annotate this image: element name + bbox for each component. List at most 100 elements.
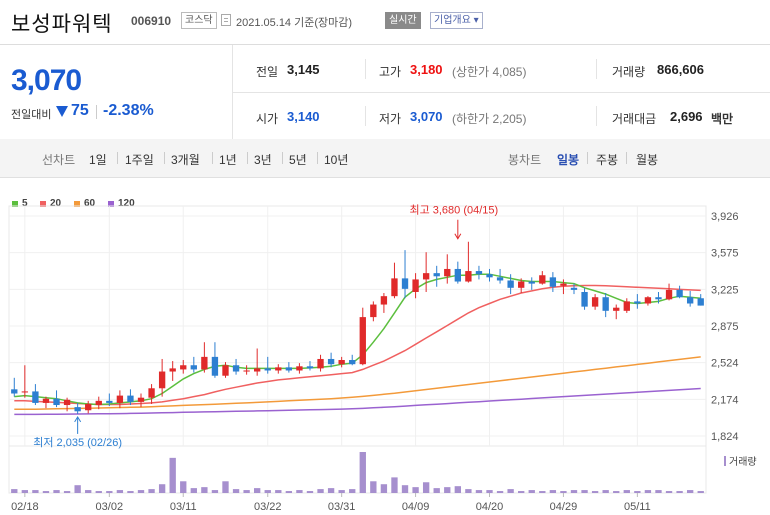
volume-bar (655, 490, 662, 493)
candle-body (644, 297, 652, 304)
candle-body (85, 403, 92, 411)
volume-bar (412, 487, 419, 493)
volume-bar (454, 486, 461, 493)
volume-bar (391, 477, 398, 493)
volume-bar (444, 487, 451, 493)
period-toolbar: 선차트 1일 1주일 3개월 1년 3년 5년 10년 봉차트 일봉 주봉 월봉 (0, 139, 770, 178)
volume-bar (380, 484, 388, 493)
volume-bar (539, 491, 546, 493)
period-5y[interactable]: 5년 (289, 153, 307, 167)
candle-body (539, 275, 546, 284)
volume-bar (697, 491, 704, 493)
divider (164, 152, 165, 164)
open-label: 시가 (256, 112, 279, 126)
candle-body (243, 370, 250, 372)
volume-bar (465, 489, 472, 493)
upper-limit: (상한가 4,085) (452, 65, 527, 79)
candle-body (475, 271, 483, 275)
high-value: 3,180 (410, 62, 443, 77)
candle-body (422, 273, 430, 280)
candle-body (349, 360, 356, 365)
period-1y[interactable]: 1년 (219, 153, 237, 167)
x-tick-label: 05/11 (624, 501, 651, 513)
candle-body (127, 395, 134, 402)
period-1w[interactable]: 1주일 (125, 153, 154, 167)
candle-body (254, 368, 261, 372)
candle-body (697, 298, 704, 306)
x-tick-label: 03/31 (328, 501, 356, 513)
volume-bar (676, 491, 683, 493)
volume-bar (560, 491, 567, 493)
low-arrow-head (74, 415, 82, 423)
volume-bar (581, 490, 588, 493)
volume-bar (201, 487, 208, 493)
volume-bar (528, 490, 535, 493)
candle-body (327, 358, 335, 365)
legend-swatch-ma60 (74, 201, 80, 207)
candle-body (634, 301, 641, 304)
candle-body (11, 389, 18, 394)
x-tick-label: 03/11 (170, 501, 197, 513)
candle-monthly[interactable]: 월봉 (636, 153, 659, 167)
candle-body (201, 356, 208, 370)
candle-body (560, 283, 567, 286)
period-3m[interactable]: 3개월 (171, 153, 200, 167)
candle-body (444, 268, 451, 277)
divider (232, 92, 770, 93)
volume-bar (211, 490, 219, 493)
trade-value: 2,696 (670, 109, 703, 124)
volume-bar (370, 481, 377, 493)
period-3y[interactable]: 3년 (254, 153, 272, 167)
volume-bar (327, 488, 335, 493)
divider (212, 152, 213, 164)
candle-body (391, 278, 398, 297)
volume-bar (95, 491, 102, 493)
divider (365, 106, 366, 126)
candle-body (623, 301, 630, 311)
candle-body (232, 365, 240, 372)
candle-body (74, 407, 81, 412)
candle-body (275, 367, 282, 371)
trade-value-unit: 백만 (711, 112, 734, 126)
candle-body (496, 277, 504, 281)
change-value: 75 (71, 102, 89, 119)
candle-body (32, 391, 39, 403)
volume-bar (180, 481, 187, 493)
high-label: 고가 (379, 65, 402, 79)
volume-bar (602, 490, 609, 493)
volume-bar (148, 489, 155, 493)
volume-label: 거래량 (729, 456, 757, 468)
legend-ma20: 20 (50, 198, 62, 209)
volume-bar (518, 491, 525, 493)
volume-bar (85, 490, 92, 493)
volume-bar (306, 491, 314, 493)
candle-chart-label: 봉차트 (508, 153, 542, 167)
volume-bar (243, 490, 250, 493)
volume-bar (613, 491, 620, 493)
period-1d[interactable]: 1일 (89, 153, 107, 167)
legend-swatch-ma20 (40, 201, 46, 207)
volume-bar (285, 491, 293, 493)
volume-bar (137, 490, 145, 493)
divider (626, 152, 627, 164)
x-tick-label: 04/09 (402, 501, 430, 513)
period-10y[interactable]: 10년 (324, 153, 349, 167)
line-chart-label: 선차트 (42, 153, 76, 167)
candle-weekly[interactable]: 주봉 (596, 153, 619, 167)
candle-body (412, 279, 419, 292)
realtime-button[interactable]: 실시간 (385, 12, 421, 29)
divider (596, 59, 597, 79)
legend-ma5: 5 (22, 198, 28, 209)
company-info-dropdown[interactable]: 기업개요 ▾ (430, 12, 483, 29)
candle-body (285, 367, 293, 371)
volume-bar (549, 490, 557, 493)
volume-bar (507, 489, 514, 493)
volume-bar (275, 490, 282, 493)
candle-body (591, 297, 599, 307)
volume-legend-swatch (724, 456, 726, 466)
high-arrow-head (454, 233, 462, 240)
candle-daily[interactable]: 일봉 (557, 153, 580, 167)
candle-body (570, 287, 578, 290)
high-annotation: 최고 3,680 (04/15) (409, 204, 498, 217)
